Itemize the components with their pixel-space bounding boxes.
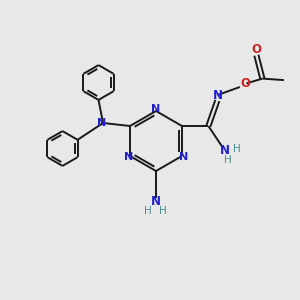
Text: H: H xyxy=(233,144,241,154)
Text: N: N xyxy=(212,88,222,102)
Text: N: N xyxy=(151,195,161,208)
Text: O: O xyxy=(251,43,261,56)
Text: N: N xyxy=(124,152,133,163)
Text: N: N xyxy=(152,104,160,115)
Text: N: N xyxy=(179,152,188,163)
Text: O: O xyxy=(240,77,250,90)
Text: N: N xyxy=(97,118,106,128)
Text: H: H xyxy=(224,155,232,165)
Text: N: N xyxy=(220,143,230,157)
Text: H: H xyxy=(144,206,152,217)
Text: H: H xyxy=(159,206,167,217)
